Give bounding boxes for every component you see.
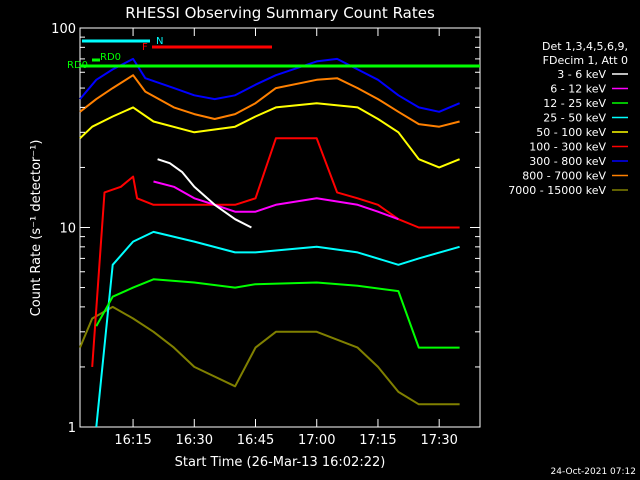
series-line [79, 102, 460, 169]
series-line [79, 74, 460, 128]
series-line [95, 278, 460, 349]
x-axis-label: Start Time (26-Mar-13 16:02:22) [175, 455, 386, 470]
x-tick-label: 16:30 [176, 433, 213, 448]
legend-header-line: Det 1,3,4,5,6,9, [542, 40, 628, 53]
x-tick-label: 17:00 [298, 433, 335, 448]
annotation-layer: RD0 RD0 NF [67, 36, 480, 71]
x-tick-label: 16:15 [114, 433, 151, 448]
legend-label: 300 - 800 keV [529, 155, 606, 168]
footer-timestamp: 24-Oct-2021 07:12 [551, 467, 636, 477]
legend-label: 7000 - 15000 keV [508, 184, 606, 197]
x-tick-label: 17:15 [359, 433, 396, 448]
series-line [79, 305, 460, 406]
annotation-label: N [156, 36, 163, 47]
chart-title: RHESSI Observing Summary Count Rates [125, 4, 435, 22]
legend-label: 3 - 6 keV [557, 68, 606, 81]
axis-layer: 16:15 16:30 16:45 17:00 17:15 17:30 1 10 100 [51, 22, 480, 448]
legend-label: 12 - 25 keV [543, 97, 606, 110]
legend-label: 6 - 12 keV [550, 83, 606, 96]
series-layer [79, 57, 460, 428]
legend-label: 100 - 300 keV [529, 141, 606, 154]
series-line [91, 137, 460, 367]
legend-label: 50 - 100 keV [536, 126, 606, 139]
y-tick-label: 10 [59, 222, 76, 237]
annotation-label: F [142, 42, 148, 53]
series-line [157, 158, 252, 229]
series-line [153, 180, 399, 221]
legend: Det 1,3,4,5,6,9, FDecim 1, Att 0 3 - 6 k… [508, 40, 628, 197]
y-tick-label: 100 [51, 22, 76, 37]
y-axis-label: Count Rate (s⁻¹ detector⁻¹) [29, 140, 44, 317]
x-tick-label: 17:30 [420, 433, 457, 448]
legend-label: 25 - 50 keV [543, 112, 606, 125]
annotation-label: RD0 [100, 52, 121, 63]
annotation-label: RD0 [67, 60, 88, 71]
x-tick-label: 16:45 [237, 433, 274, 448]
legend-header-line: FDecim 1, Att 0 [543, 54, 628, 67]
series-line [95, 230, 460, 428]
series-line [79, 57, 460, 113]
legend-label: 800 - 7000 keV [522, 170, 606, 183]
y-tick-label: 1 [68, 421, 76, 436]
